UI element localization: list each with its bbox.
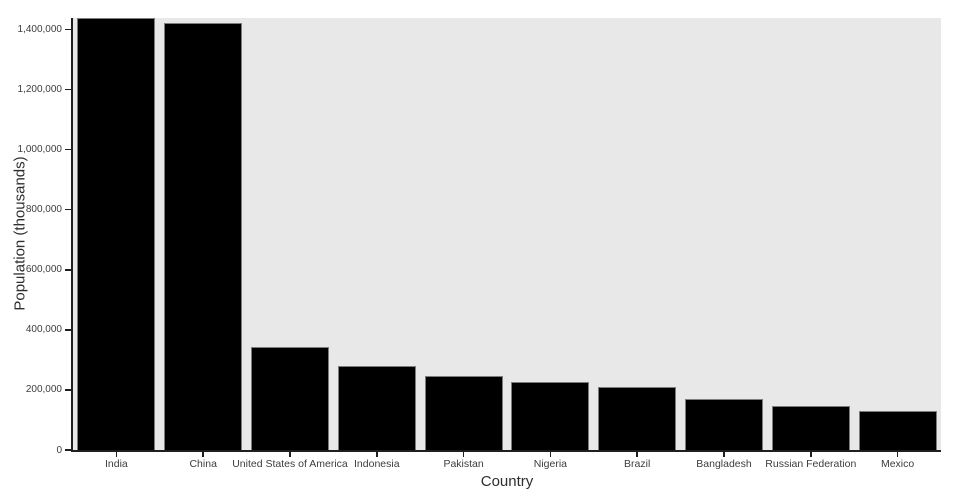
x-tick-label: Bangladesh: [696, 458, 752, 470]
x-tick-label: United States of America: [232, 458, 348, 470]
x-tick-label: China: [189, 458, 217, 470]
x-tick-mark: [810, 452, 812, 457]
x-tick-mark: [376, 452, 378, 457]
x-tick-mark: [723, 452, 725, 457]
x-tick-mark: [202, 452, 204, 457]
bar-brazil: [598, 386, 677, 450]
x-tick-label: India: [105, 458, 128, 470]
x-tick-label: Brazil: [624, 458, 651, 470]
x-tick-mark: [289, 452, 291, 457]
x-tick-label: Russian Federation: [765, 458, 857, 470]
bar-pakistan: [424, 375, 503, 450]
plot-area: [71, 18, 941, 452]
x-tick-mark: [896, 452, 899, 457]
bar-india: [77, 18, 156, 450]
bar-russian-federation: [771, 406, 850, 450]
y-tick-label: 0: [56, 444, 62, 456]
bar-china: [164, 22, 243, 450]
y-tick-mark: [65, 88, 71, 91]
y-tick-mark: [65, 269, 71, 271]
x-tick-mark: [115, 452, 118, 457]
x-tick-label: Pakistan: [443, 458, 484, 470]
y-tick-label: 400,000: [25, 324, 62, 336]
x-tick-label: Mexico: [880, 458, 915, 470]
x-tick-label: Nigeria: [533, 458, 568, 470]
x-tick-mark: [636, 452, 638, 457]
y-tick-label: 1,000,000: [17, 144, 63, 156]
y-tick-mark: [65, 28, 71, 31]
x-axis-title: Country: [480, 473, 534, 490]
bar-united-states-of-america: [250, 346, 330, 450]
y-tick-mark: [65, 329, 71, 331]
bar-mexico: [858, 411, 937, 450]
bar-nigeria: [511, 381, 590, 450]
y-tick-mark: [65, 449, 71, 451]
y-tick-mark: [65, 148, 71, 151]
x-tick-label: Indonesia: [354, 458, 400, 470]
bar-bangladesh: [684, 398, 764, 450]
y-tick-label: 800,000: [25, 204, 62, 216]
y-tick-label: 1,400,000: [17, 23, 63, 35]
y-tick-label: 200,000: [25, 384, 62, 396]
x-tick-mark: [462, 452, 465, 457]
y-tick-mark: [65, 389, 71, 391]
x-tick-mark: [549, 452, 552, 457]
y-tick-label: 600,000: [25, 264, 62, 276]
bar-indonesia: [337, 365, 416, 450]
y-tick-label: 1,200,000: [17, 84, 63, 96]
y-tick-mark: [65, 208, 71, 211]
